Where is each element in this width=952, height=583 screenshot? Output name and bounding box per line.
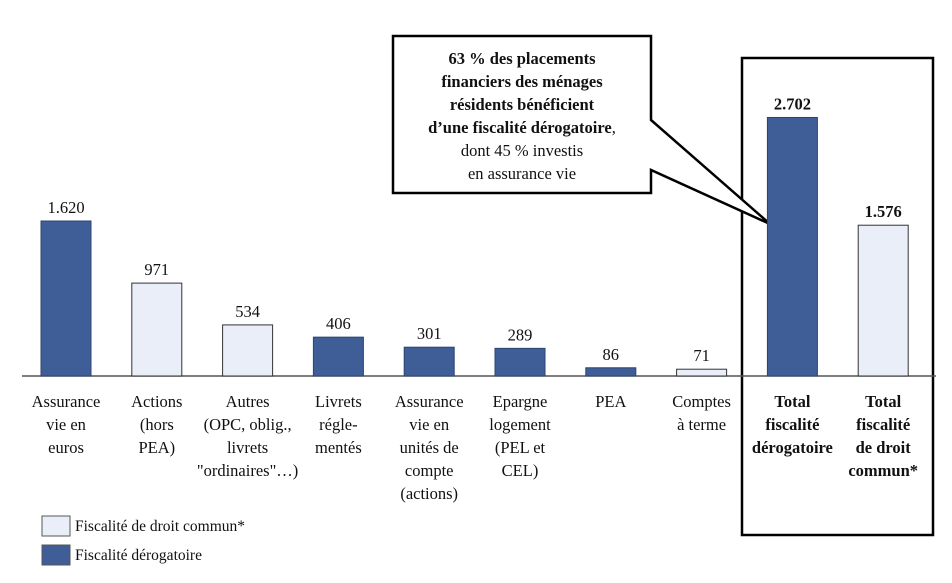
annotation-line: 63 % des placements — [448, 49, 596, 68]
highlight-box — [740, 56, 935, 537]
data-label: 1.620 — [47, 198, 84, 217]
annotation-line: d’une fiscalité dérogatoire, — [428, 118, 616, 137]
x-tick-label: "ordinaires"…) — [197, 461, 298, 480]
annotation-bold: 63 % des placements — [448, 49, 596, 68]
data-label: 71 — [693, 346, 710, 365]
annotation-line: en assurance vie — [468, 164, 576, 183]
annotation-line: résidents bénéficient — [450, 95, 595, 114]
x-tick-label: Assurance — [32, 392, 101, 411]
x-tick-label: fiscalité — [856, 415, 910, 434]
x-tick-label: (PEL et — [495, 438, 546, 457]
annotation-bold: d’une fiscalité dérogatoire — [428, 118, 612, 137]
data-label: 2.702 — [774, 94, 811, 113]
x-tick-label: de droit — [856, 438, 912, 457]
annotation-line: financiers des ménages — [441, 72, 603, 91]
x-tick-label: Epargne — [493, 392, 548, 411]
x-tick-label: PEA) — [138, 438, 175, 457]
data-label: 289 — [508, 325, 533, 344]
legend-swatch — [41, 515, 71, 537]
x-tick-label: Total — [774, 392, 810, 411]
data-label: 406 — [326, 314, 351, 333]
annotation-line: dont 45 % investis — [461, 141, 583, 160]
x-tick-label: mentés — [315, 438, 362, 457]
bar — [312, 336, 364, 377]
data-label: 971 — [144, 260, 169, 279]
x-tick-label: logement — [489, 415, 551, 434]
x-tick-label: euros — [48, 438, 84, 457]
x-tick-label: Livrets — [315, 392, 362, 411]
bar — [40, 220, 92, 377]
data-label: 534 — [235, 302, 260, 321]
legend-swatch — [41, 544, 71, 566]
annotation-text: , — [612, 118, 616, 137]
bar — [494, 347, 546, 377]
x-tick-label: Actions — [131, 392, 182, 411]
x-tick-label: Assurance — [395, 392, 464, 411]
x-tick-label: Comptes — [672, 392, 731, 411]
data-label: 1.576 — [865, 202, 902, 221]
bar — [585, 367, 637, 377]
x-tick-label: unités de — [400, 438, 459, 457]
x-tick-label: fiscalité — [765, 415, 819, 434]
bar — [222, 324, 274, 377]
x-tick-label: (actions) — [400, 484, 458, 503]
x-tick-label: PEA — [595, 392, 626, 411]
x-tick-label: Total — [865, 392, 901, 411]
callout-box — [391, 34, 771, 226]
legend-label: Fiscalité dérogatoire — [75, 547, 202, 564]
x-tick-label: vie en — [46, 415, 86, 434]
data-label: 301 — [417, 324, 442, 343]
bar — [676, 368, 728, 377]
bar — [403, 346, 455, 377]
data-label: 86 — [603, 345, 620, 364]
x-tick-label: dérogatoire — [752, 438, 833, 457]
bar — [131, 282, 183, 377]
legend-label: Fiscalité de droit commun* — [75, 518, 245, 535]
bar — [766, 116, 818, 377]
x-tick-label: Autres — [226, 392, 270, 411]
bar — [857, 224, 909, 377]
x-tick-label: vie en — [409, 415, 449, 434]
x-tick-label: commun* — [848, 461, 918, 480]
x-tick-label: CEL) — [502, 461, 539, 480]
x-tick-label: compte — [405, 461, 454, 480]
x-tick-label: (hors — [140, 415, 174, 434]
annotation-bold: financiers des ménages — [441, 72, 603, 91]
x-tick-label: à terme — [677, 415, 726, 434]
x-tick-label: régle- — [319, 415, 357, 434]
x-tick-label: livrets — [227, 438, 268, 457]
annotation-bold: résidents bénéficient — [450, 95, 595, 114]
x-tick-label: (OPC, oblig., — [204, 415, 292, 434]
